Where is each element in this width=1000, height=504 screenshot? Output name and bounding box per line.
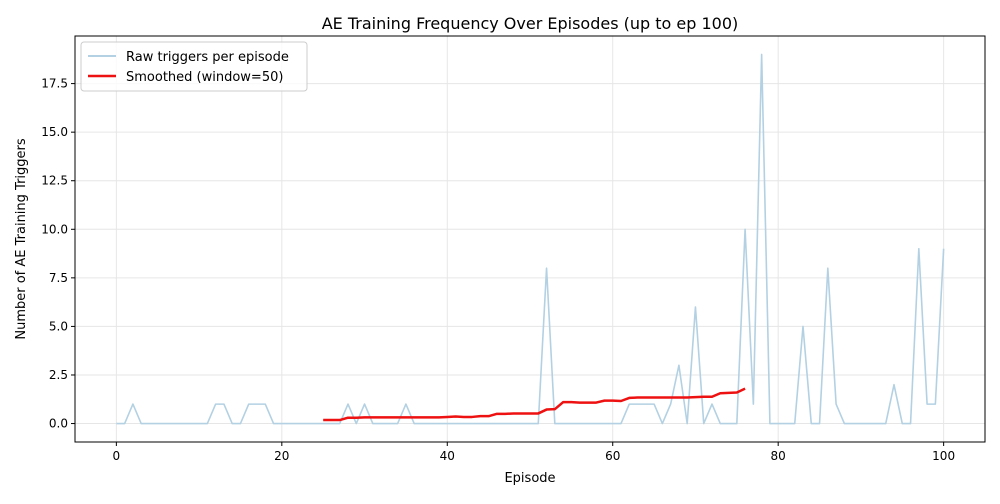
y-tick-label: 5.0 — [49, 319, 68, 333]
plot-series — [116, 53, 945, 425]
y-tick-label: 7.5 — [49, 271, 68, 285]
gridlines — [75, 36, 985, 442]
plot-area-frame — [74, 35, 986, 443]
series-line-raw — [116, 53, 945, 425]
y-tick-label: 0.0 — [49, 417, 68, 431]
x-axis-label: Episode — [504, 471, 555, 486]
series-line-smoothed — [323, 387, 746, 422]
chart-title: AE Training Frequency Over Episodes (up … — [322, 14, 739, 33]
legend-label-smoothed: Smoothed (window=50) — [126, 70, 283, 85]
x-tick-label: 100 — [932, 449, 955, 463]
x-tick-label: 60 — [605, 449, 620, 463]
x-tick-label: 80 — [771, 449, 786, 463]
x-tick-label: 0 — [113, 449, 121, 463]
y-tick-label: 2.5 — [49, 368, 68, 382]
x-tick-label: 40 — [440, 449, 455, 463]
y-axis-ticks: 0.0 2.5 5.0 7.5 10.0 12.5 15.0 17.5 — [41, 77, 75, 431]
x-axis-ticks: 0 20 40 60 80 100 — [113, 442, 955, 463]
y-axis-label: Number of AE Training Triggers — [14, 138, 29, 340]
legend: Raw triggers per episode Smoothed (windo… — [80, 41, 308, 92]
y-tick-label: 10.0 — [41, 222, 68, 236]
legend-label-raw: Raw triggers per episode — [126, 50, 289, 65]
y-tick-label: 15.0 — [41, 125, 68, 139]
y-tick-label: 12.5 — [41, 174, 68, 188]
x-tick-label: 20 — [274, 449, 289, 463]
legend-box — [80, 41, 308, 92]
y-tick-label: 17.5 — [41, 77, 68, 91]
